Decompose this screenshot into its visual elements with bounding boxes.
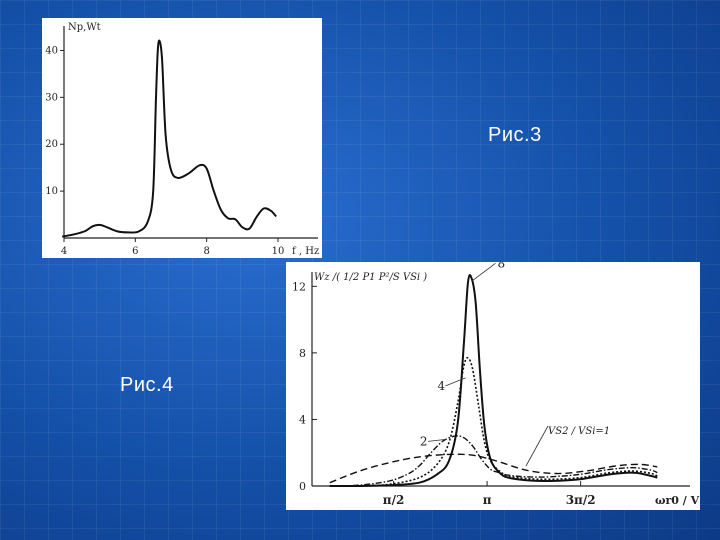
y-tick-label: 40 <box>45 45 58 56</box>
x-tick-label: π/2 <box>383 493 405 507</box>
series-label-leader <box>427 439 446 442</box>
figure-4-caption: Рис.4 <box>120 374 174 396</box>
y-tick-label: 20 <box>45 139 58 150</box>
y-tick-label: 12 <box>292 280 306 293</box>
x-axis-label: f , Hz <box>292 246 319 257</box>
ratio-annotation: VS2 / VSi=1 <box>548 426 610 437</box>
series-label: 4 <box>438 379 446 393</box>
y-tick-label: 0 <box>299 480 306 493</box>
figure-3-svg: Np,Wt f , Hz 4 6 8 10 10 20 30 40 <box>45 22 319 257</box>
y-tick-label: 8 <box>299 347 306 360</box>
figure-4-plot: Wz /( 1/2 P1 P²/S VSi ) ωr0 / VSi VS2 / … <box>286 256 711 510</box>
x-tick-label: 8 <box>203 246 209 257</box>
series-line-dashed <box>329 453 658 484</box>
y-axis-label: Np,Wt <box>68 22 101 33</box>
y-tick-label: 30 <box>45 92 58 103</box>
series-label: 8 <box>498 262 506 270</box>
x-tick-label: 10 <box>272 246 285 257</box>
x-tick-label: π <box>483 493 492 507</box>
figure-3-caption: Рис.3 <box>488 124 542 146</box>
annotation-leader <box>525 425 549 467</box>
series-label-leader <box>471 263 496 282</box>
figure-3-plot: Np,Wt f , Hz 4 6 8 10 10 20 30 40 <box>42 18 322 258</box>
series-line <box>62 39 277 238</box>
y-tick-label: 10 <box>45 186 58 197</box>
series-line-8 <box>329 274 658 488</box>
series-label: 2 <box>420 434 428 448</box>
series-line-4 <box>329 356 658 487</box>
x-axis-label: ωr0 / VSi <box>655 494 700 507</box>
figure-4-svg: Wz /( 1/2 P1 P²/S VSi ) ωr0 / VSi VS2 / … <box>292 256 711 507</box>
x-tick-label: 4 <box>61 246 67 257</box>
x-tick-label: 3π/2 <box>566 493 596 507</box>
series-label-leader <box>445 377 466 387</box>
y-tick-label: 4 <box>299 413 306 426</box>
series-line-2 <box>329 435 658 487</box>
y-axis-label: Wz /( 1/2 P1 P²/S VSi ) <box>314 272 427 283</box>
x-tick-label: 6 <box>132 246 138 257</box>
